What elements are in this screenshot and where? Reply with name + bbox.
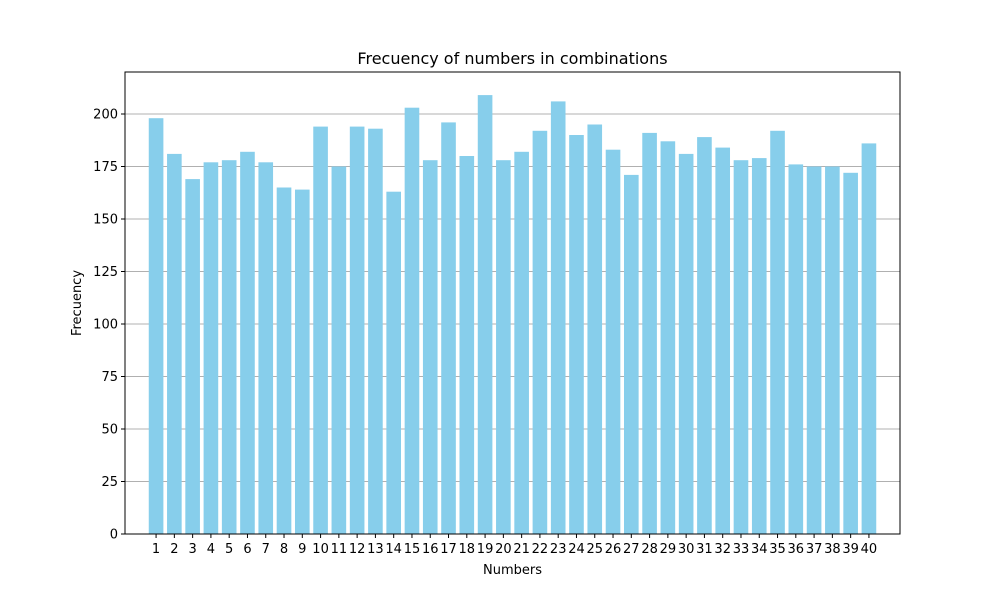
x-tick-label: 37 xyxy=(806,542,823,557)
x-tick-label: 38 xyxy=(824,542,841,557)
x-tick-label: 30 xyxy=(678,542,695,557)
bar-11 xyxy=(331,166,347,534)
bar-4 xyxy=(203,162,219,535)
y-tick-label: 100 xyxy=(93,318,118,333)
bar-24 xyxy=(569,135,584,534)
x-tick-label: 20 xyxy=(495,542,512,557)
x-tick-label: 23 xyxy=(550,542,567,557)
x-tick-label: 39 xyxy=(842,542,859,557)
x-tick-label: 16 xyxy=(422,542,439,557)
x-tick-label: 6 xyxy=(243,542,251,557)
bar-37 xyxy=(806,166,822,534)
x-tick-label: 24 xyxy=(568,542,585,557)
y-tick-label: 75 xyxy=(101,370,118,385)
bar-29 xyxy=(660,141,676,535)
x-axis-label: Numbers xyxy=(483,563,542,578)
x-tick-label: 25 xyxy=(586,542,603,557)
x-tick-label: 22 xyxy=(532,542,549,557)
x-tick-label: 32 xyxy=(714,542,731,557)
x-tick-label: 19 xyxy=(477,542,494,557)
x-tick-label: 14 xyxy=(385,542,402,557)
bar-27 xyxy=(623,174,639,534)
y-tick-label: 25 xyxy=(101,475,118,490)
x-tick-label: 33 xyxy=(733,542,750,557)
bar-34 xyxy=(751,158,767,534)
x-tick-label: 35 xyxy=(769,542,786,557)
bar-1 xyxy=(148,118,164,534)
bar-21 xyxy=(514,151,529,535)
bar-30 xyxy=(678,153,694,534)
y-tick-label: 125 xyxy=(93,265,118,280)
y-tick-label: 50 xyxy=(101,423,118,438)
bar-8 xyxy=(276,187,292,534)
x-tick-label: 21 xyxy=(513,542,530,557)
x-tick-label: 7 xyxy=(262,542,270,557)
x-tick-label: 3 xyxy=(188,542,196,557)
x-tick-label: 34 xyxy=(751,542,768,557)
bars xyxy=(148,95,877,535)
bar-6 xyxy=(240,151,255,535)
x-tick-label: 9 xyxy=(298,542,306,557)
bar-10 xyxy=(313,126,328,534)
x-tick-label: 1 xyxy=(152,542,160,557)
x-tick-label: 15 xyxy=(404,542,421,557)
x-tick-label: 40 xyxy=(861,542,878,557)
x-tick-label: 27 xyxy=(623,542,640,557)
x-tick-label: 17 xyxy=(440,542,457,557)
x-tick-label: 11 xyxy=(331,542,348,557)
bar-7 xyxy=(258,162,274,535)
y-axis-ticks: 0 25 50 75 100 125 150 175 200 xyxy=(93,108,125,543)
y-tick-label: 0 xyxy=(110,528,118,543)
x-tick-label: 29 xyxy=(660,542,677,557)
x-tick-label: 5 xyxy=(225,542,233,557)
plot-frame xyxy=(124,71,901,535)
x-tick-label: 28 xyxy=(641,542,658,557)
bar-36 xyxy=(788,164,804,534)
bar-26 xyxy=(605,149,621,534)
bar-18 xyxy=(459,156,475,534)
x-tick-label: 36 xyxy=(788,542,805,557)
bar-16 xyxy=(422,160,438,534)
x-tick-label: 8 xyxy=(280,542,288,557)
bar-31 xyxy=(697,137,712,534)
bar-39 xyxy=(843,172,858,535)
bar-32 xyxy=(715,147,731,534)
bar-40 xyxy=(861,143,877,534)
bar-19 xyxy=(477,95,493,534)
bar-13 xyxy=(368,128,383,534)
x-tick-label: 10 xyxy=(312,542,329,557)
x-tick-label: 4 xyxy=(207,542,215,557)
bar-38 xyxy=(825,166,840,534)
y-axis-label: Frecuency xyxy=(70,270,85,336)
bar-22 xyxy=(532,130,548,535)
bar-35 xyxy=(770,130,785,535)
bar-15 xyxy=(404,107,420,534)
bar-33 xyxy=(733,160,749,534)
x-tick-label: 2 xyxy=(170,542,178,557)
y-tick-label: 175 xyxy=(93,160,118,175)
bar-17 xyxy=(441,122,456,535)
chart-title: Frecuency of numbers in combinations xyxy=(357,49,667,68)
x-tick-label: 31 xyxy=(696,542,713,557)
y-tick-label: 200 xyxy=(93,108,118,123)
bar-3 xyxy=(185,179,200,534)
x-tick-label: 26 xyxy=(605,542,622,557)
bar-12 xyxy=(349,126,365,534)
bar-23 xyxy=(550,101,566,535)
bar-5 xyxy=(221,160,237,534)
y-tick-label: 150 xyxy=(93,213,118,228)
x-tick-label: 18 xyxy=(459,542,476,557)
bar-28 xyxy=(642,132,657,534)
bar-14 xyxy=(386,191,402,534)
x-tick-label: 12 xyxy=(349,542,366,557)
x-axis-ticks: 1 2 3 4 5 6 7 8 9 10 11 12 13 14 15 16 17 18 19 20 21 22 23 24 2… xyxy=(152,534,877,557)
bar-2 xyxy=(167,153,182,534)
x-tick-label: 13 xyxy=(367,542,384,557)
bar-9 xyxy=(294,189,310,534)
bar-20 xyxy=(496,160,511,534)
bar-25 xyxy=(587,124,603,534)
